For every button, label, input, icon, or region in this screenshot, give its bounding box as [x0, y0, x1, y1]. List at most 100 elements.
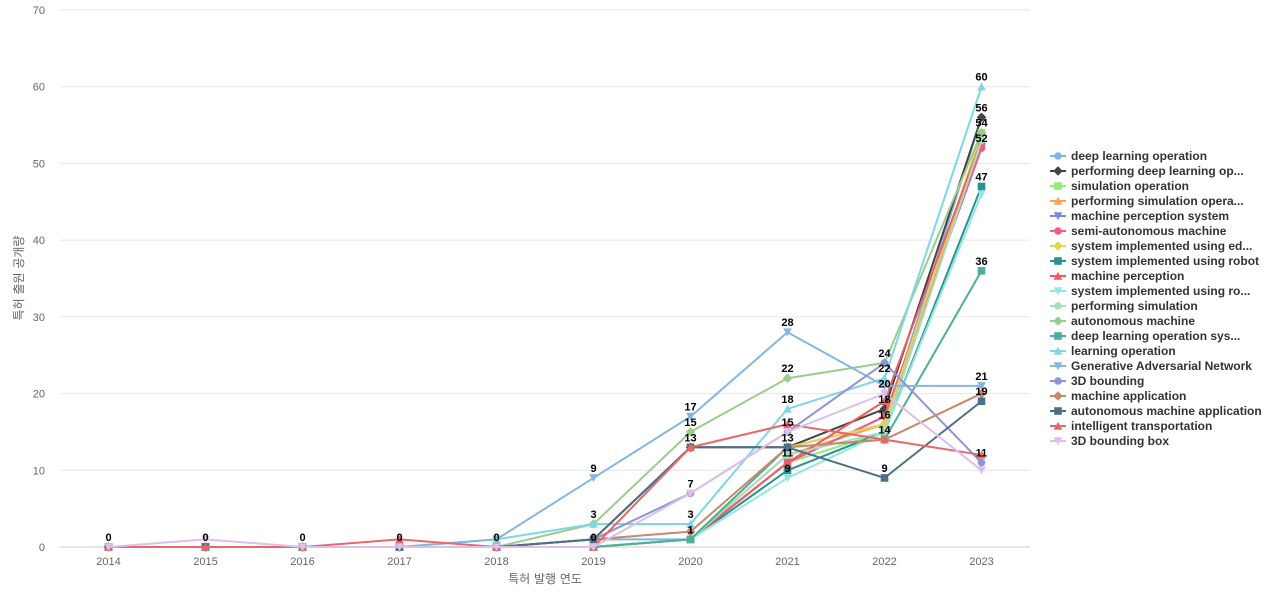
- data-point[interactable]: [686, 412, 695, 421]
- series-line[interactable]: [108, 117, 983, 548]
- legend-marker[interactable]: [1053, 212, 1063, 221]
- data-point[interactable]: [879, 419, 890, 430]
- data-point[interactable]: [880, 435, 889, 444]
- data-point[interactable]: [880, 428, 889, 436]
- data-point[interactable]: [977, 382, 986, 391]
- legend-item[interactable]: performing simulation opera...: [1050, 194, 1244, 208]
- data-point[interactable]: [783, 428, 792, 437]
- legend-marker[interactable]: [1054, 152, 1062, 160]
- series-line[interactable]: [108, 147, 983, 548]
- series-line[interactable]: [108, 193, 983, 548]
- data-point[interactable]: [589, 543, 598, 552]
- data-point[interactable]: [686, 519, 695, 528]
- legend-marker[interactable]: [1053, 362, 1063, 371]
- data-point[interactable]: [880, 396, 889, 406]
- legend-item[interactable]: deep learning operation sys...: [1050, 329, 1240, 343]
- data-point[interactable]: [589, 519, 598, 528]
- series-11[interactable]: [103, 127, 987, 552]
- data-point[interactable]: [977, 466, 986, 475]
- series-line[interactable]: [108, 132, 983, 548]
- data-point[interactable]: [492, 543, 501, 552]
- legend-item[interactable]: machine perception: [1050, 269, 1184, 283]
- legend-item[interactable]: 3D bounding: [1050, 374, 1144, 388]
- data-point[interactable]: [298, 543, 307, 552]
- legend-item[interactable]: simulation operation: [1050, 179, 1189, 193]
- legend-marker[interactable]: [1053, 346, 1063, 355]
- series-line[interactable]: [108, 132, 983, 548]
- legend-marker[interactable]: [1054, 377, 1062, 385]
- series-6[interactable]: [103, 127, 987, 552]
- legend-item[interactable]: Generative Adversarial Network: [1050, 359, 1252, 373]
- data-point[interactable]: [589, 535, 598, 544]
- data-point[interactable]: [783, 443, 792, 452]
- series-4[interactable]: [104, 144, 986, 552]
- data-point[interactable]: [977, 267, 986, 275]
- data-point[interactable]: [685, 427, 696, 437]
- data-point[interactable]: [783, 458, 792, 467]
- data-point[interactable]: [977, 397, 986, 406]
- series-3[interactable]: [104, 136, 986, 551]
- legend-item[interactable]: performing deep learning op...: [1050, 164, 1244, 178]
- data-point[interactable]: [783, 404, 792, 413]
- legend-marker[interactable]: [1053, 391, 1063, 401]
- data-point[interactable]: [201, 535, 210, 544]
- data-point[interactable]: [977, 182, 986, 191]
- series-line[interactable]: [108, 140, 983, 548]
- legend-marker[interactable]: [1054, 332, 1062, 340]
- series-10[interactable]: [104, 136, 986, 551]
- data-point[interactable]: [492, 535, 501, 544]
- legend-item[interactable]: learning operation: [1050, 344, 1176, 358]
- legend-item[interactable]: machine perception system: [1050, 209, 1229, 223]
- data-point[interactable]: [977, 458, 986, 467]
- series-line[interactable]: [108, 117, 983, 548]
- series-line[interactable]: [108, 132, 983, 548]
- legend-item[interactable]: deep learning operation: [1050, 149, 1207, 163]
- data-point[interactable]: [976, 388, 987, 399]
- data-point[interactable]: [782, 373, 793, 384]
- data-point[interactable]: [977, 450, 986, 459]
- series-line[interactable]: [108, 392, 983, 548]
- legend-marker[interactable]: [1053, 316, 1063, 326]
- series-0[interactable]: [104, 113, 986, 551]
- legend-marker[interactable]: [1053, 421, 1063, 430]
- legend-item[interactable]: autonomous machine: [1050, 314, 1195, 328]
- legend-item[interactable]: machine application: [1050, 389, 1186, 403]
- legend-item[interactable]: autonomous machine application: [1050, 404, 1262, 418]
- legend-marker[interactable]: [1053, 196, 1063, 205]
- series-line[interactable]: [108, 140, 983, 548]
- series-1[interactable]: [103, 112, 987, 552]
- data-point[interactable]: [783, 451, 792, 459]
- legend-marker[interactable]: [1054, 407, 1062, 415]
- data-point[interactable]: [977, 82, 986, 91]
- legend-marker[interactable]: [1054, 227, 1062, 235]
- data-point[interactable]: [104, 543, 113, 552]
- legend-item[interactable]: system implemented using robot: [1050, 254, 1259, 268]
- data-point[interactable]: [395, 543, 404, 552]
- data-point[interactable]: [395, 535, 404, 544]
- legend-marker[interactable]: [1054, 302, 1062, 310]
- legend-marker[interactable]: [1054, 257, 1062, 265]
- legend-item[interactable]: performing simulation: [1050, 299, 1198, 313]
- series-line[interactable]: [108, 270, 983, 548]
- data-point[interactable]: [589, 474, 598, 483]
- data-point[interactable]: [201, 542, 210, 551]
- data-point[interactable]: [686, 489, 695, 498]
- series-8[interactable]: [104, 136, 986, 551]
- series-9[interactable]: [104, 190, 986, 552]
- data-point[interactable]: [880, 382, 889, 391]
- legend-item[interactable]: system implemented using ed...: [1050, 239, 1252, 253]
- legend-marker[interactable]: [1053, 271, 1063, 280]
- data-point[interactable]: [783, 466, 792, 475]
- legend-item[interactable]: semi-autonomous machine: [1050, 224, 1227, 238]
- series-2[interactable]: [104, 128, 986, 551]
- data-point[interactable]: [783, 419, 792, 429]
- data-point[interactable]: [880, 359, 889, 367]
- data-point[interactable]: [976, 112, 987, 123]
- series-19[interactable]: [104, 389, 986, 552]
- series-5[interactable]: [104, 144, 986, 551]
- data-point[interactable]: [880, 474, 889, 482]
- data-point[interactable]: [686, 442, 695, 452]
- legend-marker[interactable]: [1053, 166, 1063, 176]
- legend-item[interactable]: 3D bounding box: [1050, 434, 1169, 448]
